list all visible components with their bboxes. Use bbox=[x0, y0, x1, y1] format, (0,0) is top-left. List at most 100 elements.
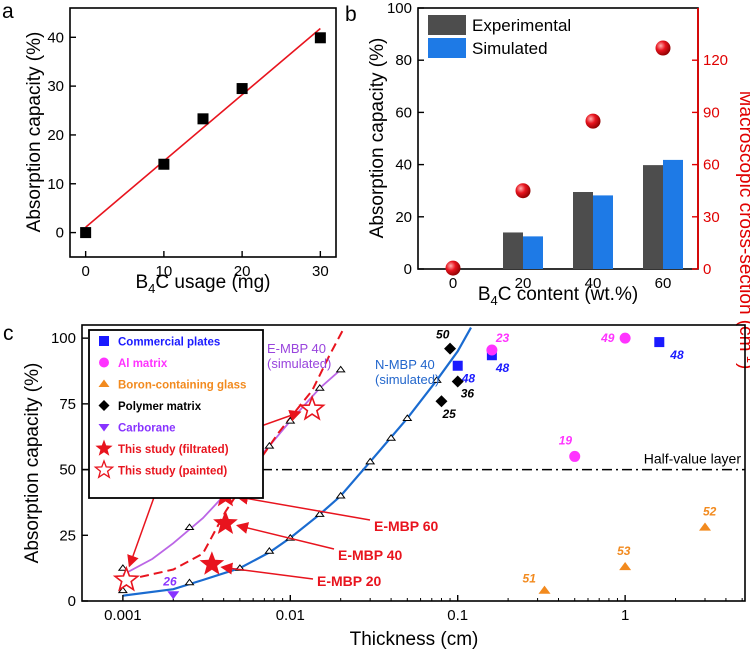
panel-a-fit-line bbox=[85, 27, 321, 228]
panel-c-xlabel: Thickness (cm) bbox=[350, 629, 479, 650]
embp-simulated-sublabel: (simulated) bbox=[267, 356, 331, 371]
panel-b-cross-section-point bbox=[515, 183, 531, 199]
panel-b-xtick-label: 0 bbox=[449, 275, 457, 292]
nmbp-simulated-point bbox=[314, 510, 325, 517]
embp-simulated-point bbox=[335, 365, 346, 373]
panel-c-xtick-label: 0.01 bbox=[276, 607, 305, 624]
legend-painted-marker bbox=[93, 459, 115, 479]
panel-a-marks: 0 10 20 30 0 10 20 30 40 bbox=[47, 27, 329, 280]
panel-a-xtick-label: 20 bbox=[234, 263, 251, 280]
panel-b-ylabel-right: Macroscopic cross-section (cm-1) bbox=[735, 91, 750, 370]
panel-b-bar-simulated bbox=[523, 236, 543, 269]
legend-simulated-label: Simulated bbox=[472, 39, 548, 58]
al-matrix-ref: 23 bbox=[495, 331, 510, 345]
boron-glass-point bbox=[619, 561, 632, 571]
panel-a-data-point bbox=[158, 158, 170, 170]
panel-c-label: c bbox=[3, 322, 14, 345]
nmbp-simulated-sublabel: (simulated) bbox=[375, 372, 439, 387]
panel-c-ylabel: Absorption capacity (%) bbox=[22, 363, 43, 564]
polymer-matrix-point bbox=[451, 375, 464, 388]
panel-b-y2tick-label: 60 bbox=[703, 157, 720, 174]
panel-a-frame bbox=[69, 7, 337, 258]
panel-c-ytick-label: 25 bbox=[59, 527, 76, 544]
nmbp-simulated-point bbox=[365, 457, 376, 465]
panel-a-ytick-label: 10 bbox=[47, 176, 64, 193]
legend-experimental-label: Experimental bbox=[472, 16, 571, 35]
legend-label: This study (filtrated) bbox=[118, 444, 229, 456]
panel-a-ytick-label: 0 bbox=[56, 225, 64, 242]
legend-label: This study (painted) bbox=[118, 466, 227, 478]
carborane-point bbox=[167, 591, 180, 600]
label-embp20: E-MBP 20 bbox=[317, 573, 382, 589]
al-matrix-point bbox=[569, 450, 581, 462]
legend-label: Polymer matrix bbox=[118, 401, 202, 413]
panel-c-legend bbox=[88, 329, 264, 499]
panel-a-xlabel: B4C usage (mg) bbox=[135, 272, 270, 296]
al-matrix-ref: 19 bbox=[559, 433, 573, 447]
legend-polymer-marker bbox=[98, 400, 110, 411]
carborane-ref: 26 bbox=[162, 574, 177, 588]
panel-b-ytick-label: 20 bbox=[395, 209, 412, 226]
panel-b-bar-experimental bbox=[643, 165, 663, 269]
half-value-layer-label: Half-value layer bbox=[644, 451, 742, 467]
panel-b-ytick-label: 80 bbox=[395, 52, 412, 69]
label-embp40-filtrated: E-MBP 40 bbox=[338, 547, 403, 563]
panel-b-xlabel: B4C content (wt.%) bbox=[478, 284, 638, 308]
panel-b-chart: 0 20 40 60 0 20 40 60 80 100 0 30 60 90 120 Experiment… bbox=[367, 0, 750, 369]
al-matrix-point bbox=[486, 344, 498, 356]
panel-a-data-point bbox=[80, 227, 92, 239]
panel-b-bar-simulated bbox=[663, 159, 683, 269]
legend-experimental-swatch bbox=[428, 15, 466, 35]
commercial-plate-point bbox=[654, 337, 665, 348]
al-matrix-point bbox=[619, 332, 631, 344]
nmbp-simulated-point bbox=[184, 578, 195, 586]
legend-carborane-marker bbox=[98, 424, 110, 432]
embp-simulated-label: E-MBP 40 bbox=[267, 341, 326, 356]
panel-a-data-point bbox=[236, 83, 248, 95]
boron-glass-point bbox=[699, 522, 712, 531]
panel-a-ylabel: Absorption capacity (%) bbox=[24, 32, 45, 233]
panel-b-ytick-label: 60 bbox=[395, 104, 412, 121]
panel-c-ytick-label: 100 bbox=[51, 330, 76, 347]
panel-b-y2tick-label: 30 bbox=[703, 209, 720, 226]
legend-label: Boron-containing glass bbox=[118, 380, 246, 392]
panel-a-xtick-label: 0 bbox=[81, 263, 89, 280]
nmbp-simulated-point bbox=[264, 546, 275, 554]
legend-label: Commercial plates bbox=[118, 337, 220, 349]
panel-b-xtick-label: 40 bbox=[585, 275, 602, 292]
panel-c-ytick-label: 50 bbox=[59, 462, 76, 479]
embp-simulated-point bbox=[264, 441, 275, 449]
panel-b-bar-experimental bbox=[573, 192, 593, 269]
boron-glass-ref: 51 bbox=[523, 571, 537, 585]
boron-glass-ref: 53 bbox=[617, 544, 631, 558]
legend-simulated-swatch bbox=[428, 38, 466, 58]
panel-c-legend-items: Commercial plates Al matrix Boron-containi… bbox=[93, 336, 246, 479]
panel-b-label: b bbox=[345, 3, 357, 26]
nmbp-simulated-point bbox=[431, 376, 442, 383]
embp-simulated-point bbox=[117, 564, 128, 571]
polymer-matrix-ref: 36 bbox=[461, 387, 475, 401]
panel-b-xtick-label: 60 bbox=[655, 275, 672, 292]
nmbp-simulated-label: N-MBP 40 bbox=[375, 357, 435, 372]
panel-c-ytick-label: 75 bbox=[59, 396, 76, 413]
polymer-matrix-ref: 25 bbox=[441, 407, 456, 421]
panel-c-xtick-label: 1 bbox=[621, 607, 629, 624]
panel-a-data-point bbox=[314, 32, 326, 44]
legend-commercial-marker bbox=[99, 336, 109, 346]
commercial-plate-ref: 48 bbox=[495, 361, 510, 375]
arrow-embp20 bbox=[220, 562, 314, 580]
panel-b-ytick-label: 40 bbox=[395, 157, 412, 174]
boron-glass-point bbox=[538, 585, 551, 594]
panel-b-ytick-label: 0 bbox=[404, 261, 412, 278]
nmbp-simulated-point bbox=[335, 491, 346, 499]
panel-b-ylabel: Absorption capacity (%) bbox=[367, 38, 388, 239]
polymer-matrix-point bbox=[435, 395, 448, 408]
painted-star bbox=[112, 565, 140, 592]
panel-b-y2tick-label: 0 bbox=[703, 261, 711, 278]
panel-a-xtick-label: 30 bbox=[312, 263, 329, 280]
painted-star bbox=[298, 394, 326, 421]
panel-b-xtick-label: 20 bbox=[515, 275, 532, 292]
arrow-embp40-filtrated bbox=[236, 522, 335, 550]
polymer-matrix-point bbox=[444, 342, 457, 355]
panel-b-y2tick-label: 120 bbox=[703, 52, 728, 69]
